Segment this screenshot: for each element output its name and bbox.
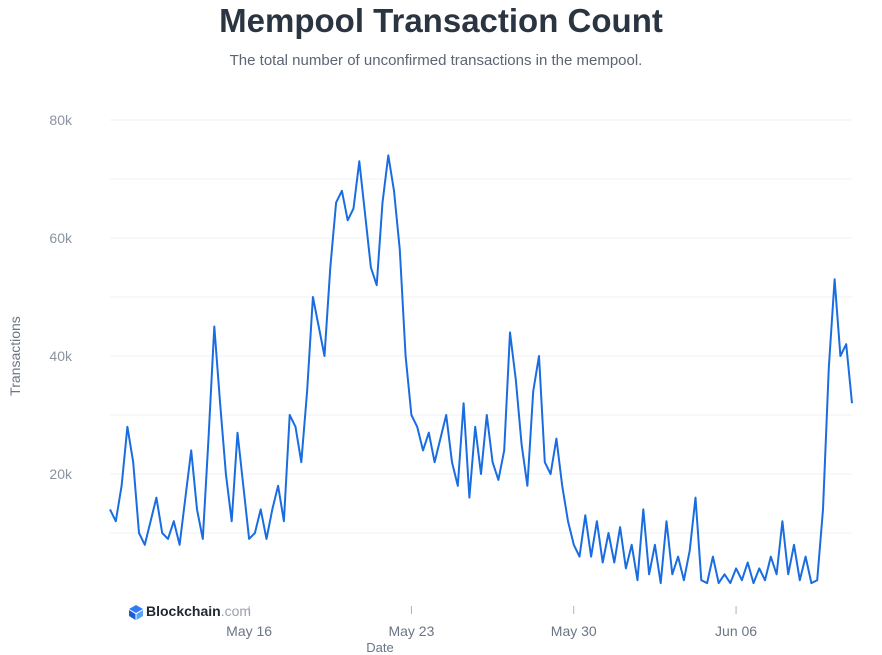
y-tick-label: 80k (49, 112, 73, 128)
brand-text: Blockchain.com (146, 603, 251, 619)
y-tick-label: 20k (49, 466, 73, 482)
x-tick-label: May 30 (551, 623, 597, 639)
blockchain-logo-icon (129, 605, 143, 620)
x-tick-label: Jun 06 (715, 623, 757, 639)
x-tick-label: May 16 (226, 623, 272, 639)
series-layer (109, 154, 853, 585)
grid-lines (110, 119, 852, 534)
y-tick-label: 60k (49, 230, 73, 246)
y-axis-ticks: 20k 40k 60k 80k (49, 112, 73, 482)
chart-title: Mempool Transaction Count (219, 2, 663, 39)
y-tick-label: 40k (49, 348, 73, 364)
blockchain-watermark: Blockchain.com (129, 603, 251, 620)
chart-subtitle: The total number of unconfirmed transact… (229, 52, 643, 69)
x-axis-ticks: May 16 May 23 May 30 Jun 06 (226, 606, 757, 639)
x-tick-label: May 23 (388, 623, 434, 639)
series-line (109, 154, 853, 585)
